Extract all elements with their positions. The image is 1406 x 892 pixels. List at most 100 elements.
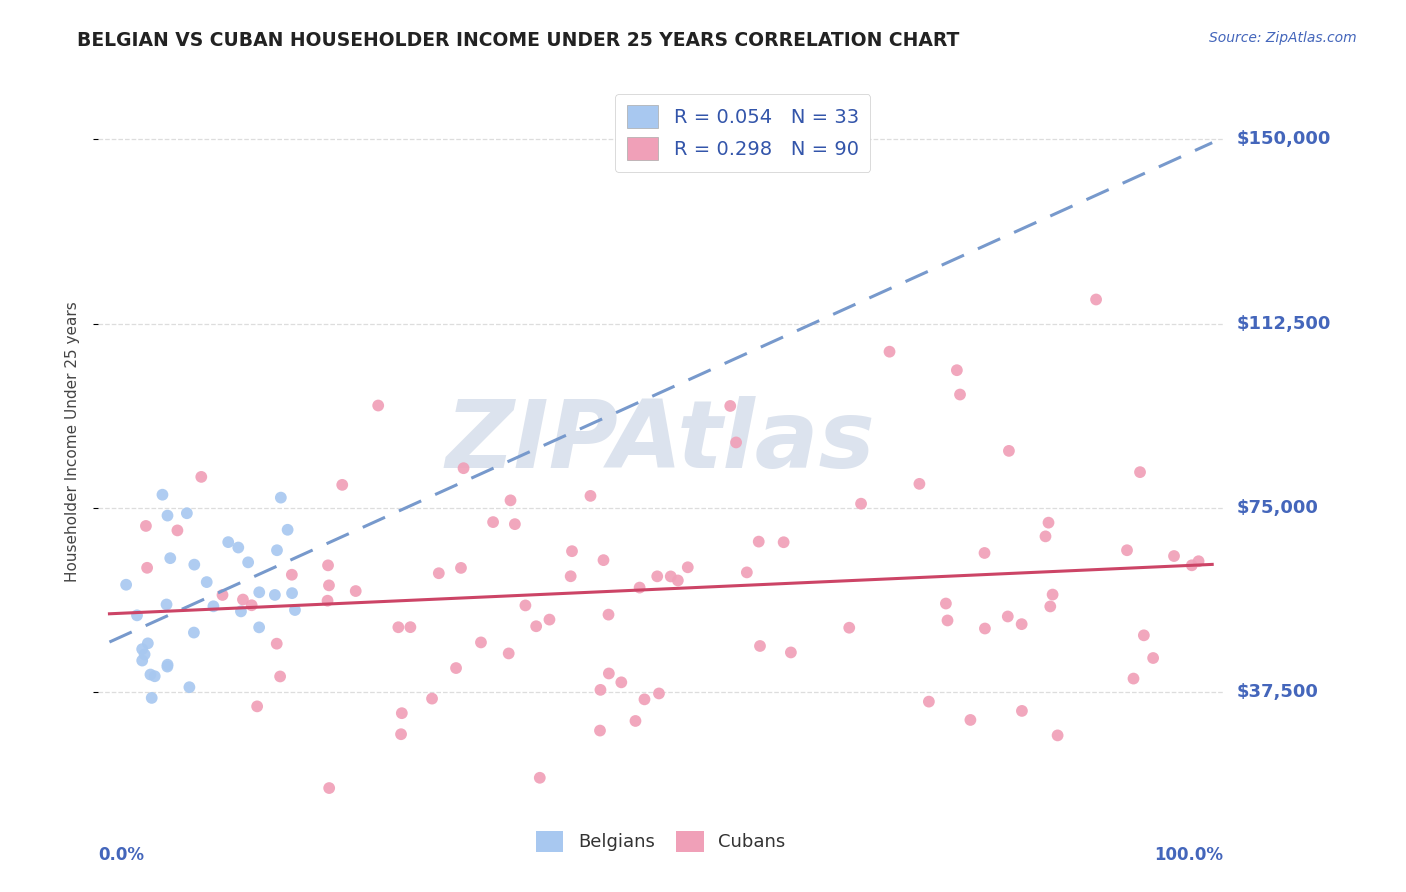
Point	[316, 558, 339, 573]
Point	[389, 727, 412, 741]
Point	[156, 508, 179, 523]
Point	[624, 714, 647, 728]
Point	[666, 574, 689, 588]
Text: Source: ZipAtlas.com: Source: ZipAtlas.com	[1209, 31, 1357, 45]
Point	[918, 695, 941, 709]
Point	[211, 588, 233, 602]
Point	[592, 553, 614, 567]
Point	[1042, 588, 1064, 602]
Point	[718, 399, 741, 413]
Point	[330, 478, 353, 492]
Text: $150,000: $150,000	[1237, 130, 1331, 148]
Point	[1011, 704, 1033, 718]
Point	[659, 569, 682, 583]
Point	[974, 622, 997, 636]
Point	[772, 535, 794, 549]
Point	[538, 613, 561, 627]
Point	[780, 645, 803, 659]
Point	[318, 578, 340, 592]
Point	[598, 666, 620, 681]
Point	[141, 690, 163, 705]
Text: 0.0%: 0.0%	[98, 847, 145, 864]
Point	[1129, 465, 1152, 479]
Point	[387, 620, 409, 634]
Point	[316, 593, 339, 607]
Text: $112,500: $112,500	[1237, 315, 1331, 333]
Point	[266, 543, 288, 558]
Point	[973, 546, 995, 560]
Point	[515, 599, 537, 613]
Point	[281, 586, 304, 600]
Text: BELGIAN VS CUBAN HOUSEHOLDER INCOME UNDER 25 YEARS CORRELATION CHART: BELGIAN VS CUBAN HOUSEHOLDER INCOME UNDE…	[77, 31, 960, 50]
Point	[217, 535, 239, 549]
Point	[179, 680, 201, 694]
Point	[748, 534, 770, 549]
Point	[318, 780, 340, 795]
Point	[598, 607, 620, 622]
Point	[946, 363, 969, 377]
Point	[676, 560, 699, 574]
Point	[183, 558, 205, 572]
Point	[134, 648, 156, 662]
Point	[136, 636, 159, 650]
Point	[125, 608, 148, 623]
Point	[1133, 628, 1156, 642]
Point	[1035, 529, 1057, 543]
Point	[524, 619, 547, 633]
Point	[166, 524, 188, 538]
Text: ZIPAtlas: ZIPAtlas	[446, 395, 876, 488]
Point	[281, 567, 304, 582]
Point	[266, 637, 288, 651]
Point	[749, 639, 772, 653]
Point	[139, 667, 162, 681]
Point	[195, 575, 218, 590]
Point	[610, 675, 633, 690]
Point	[1187, 554, 1209, 568]
Point	[959, 713, 981, 727]
Point	[589, 723, 612, 738]
Point	[399, 620, 422, 634]
Point	[202, 599, 225, 614]
Point	[176, 506, 198, 520]
Point	[1046, 728, 1069, 742]
Point	[1122, 672, 1144, 686]
Point	[226, 541, 249, 555]
Point	[131, 642, 153, 657]
Point	[879, 344, 901, 359]
Point	[1142, 651, 1164, 665]
Point	[579, 489, 602, 503]
Point	[561, 544, 583, 558]
Point	[1085, 293, 1108, 307]
Point	[1163, 549, 1185, 563]
Point	[908, 476, 931, 491]
Point	[229, 604, 252, 618]
Point	[949, 387, 972, 401]
Point	[427, 566, 450, 581]
Point	[190, 470, 212, 484]
Point	[277, 523, 299, 537]
Point	[131, 654, 153, 668]
Point	[589, 682, 612, 697]
Point	[1116, 543, 1139, 558]
Point	[156, 657, 179, 672]
Point	[236, 555, 259, 569]
Point	[1038, 516, 1060, 530]
Point	[269, 669, 291, 683]
Point	[247, 585, 270, 599]
Point	[159, 551, 181, 566]
Point	[367, 399, 389, 413]
Text: $75,000: $75,000	[1237, 499, 1319, 516]
Point	[246, 699, 269, 714]
Point	[344, 584, 367, 599]
Point	[838, 621, 860, 635]
Point	[453, 461, 475, 475]
Point	[152, 488, 174, 502]
Point	[645, 569, 668, 583]
Point	[725, 435, 748, 450]
Point	[143, 669, 166, 683]
Point	[560, 569, 582, 583]
Point	[183, 625, 205, 640]
Point	[935, 597, 957, 611]
Point	[482, 515, 505, 529]
Point	[155, 598, 177, 612]
